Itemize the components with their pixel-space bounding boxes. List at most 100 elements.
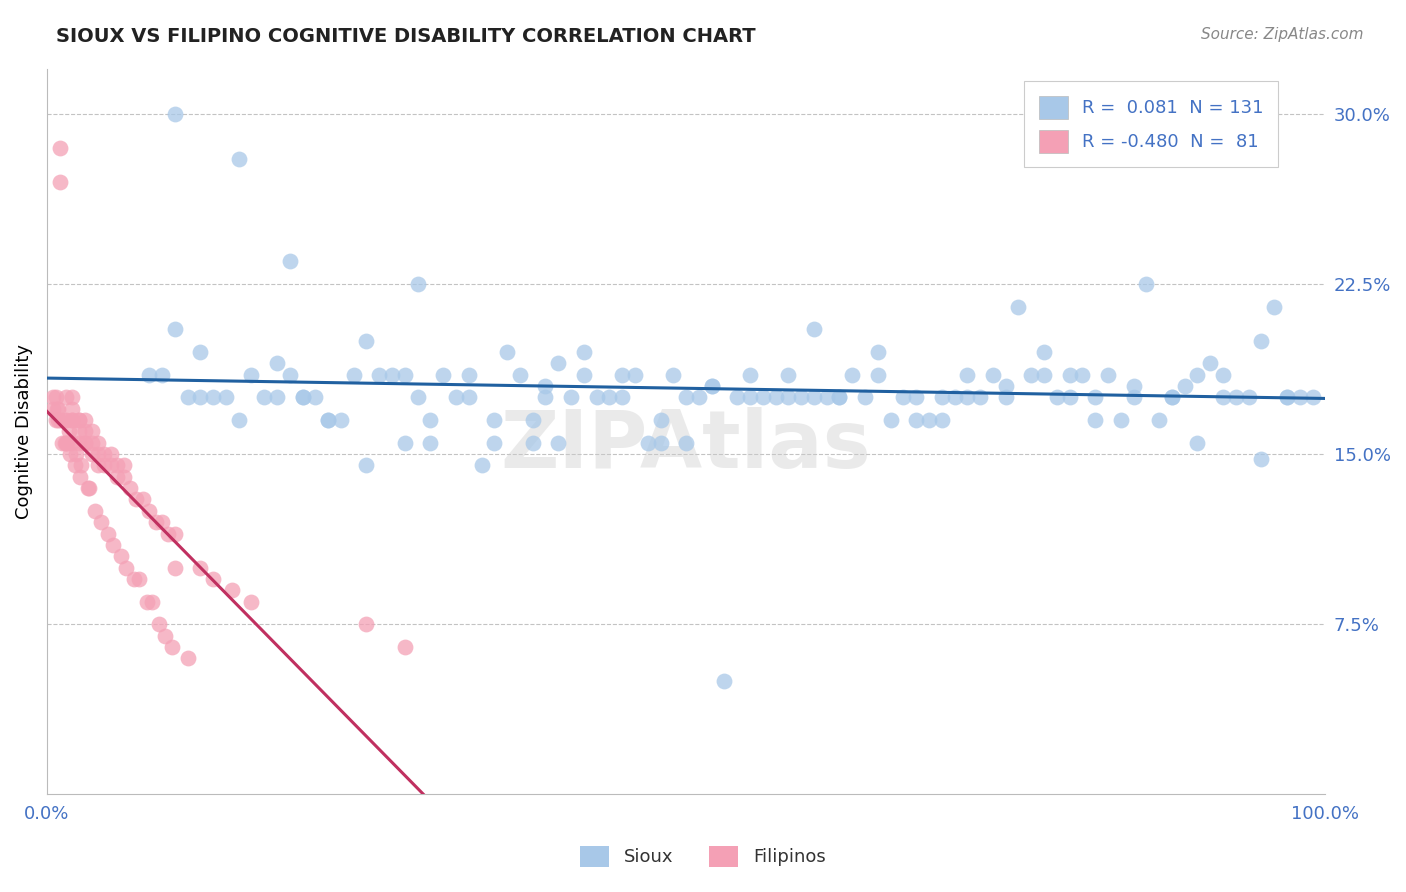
Point: [87, 447, 110, 461]
Point: [1046, 391, 1069, 405]
Point: [1147, 413, 1170, 427]
Text: ZIPAtlas: ZIPAtlas: [501, 407, 872, 485]
Legend: R =  0.081  N = 131, R = -0.480  N =  81: R = 0.081 N = 131, R = -0.480 N = 81: [1024, 81, 1278, 168]
Point: [1212, 368, 1234, 382]
Point: [76, 481, 98, 495]
Point: [291, 391, 314, 405]
Point: [943, 391, 966, 405]
Point: [432, 368, 454, 382]
Point: [470, 458, 492, 473]
Point: [291, 391, 314, 405]
Point: [1084, 413, 1107, 427]
Point: [60, 435, 83, 450]
Point: [67, 413, 90, 427]
Point: [1033, 368, 1056, 382]
Point: [48, 413, 70, 427]
Point: [752, 391, 775, 405]
Point: [956, 391, 979, 405]
Point: [356, 334, 378, 348]
Point: [253, 391, 276, 405]
Point: [522, 413, 544, 427]
Point: [534, 379, 557, 393]
Point: [202, 572, 225, 586]
Point: [80, 447, 103, 461]
Point: [419, 435, 441, 450]
Point: [100, 447, 122, 461]
Point: [1109, 413, 1132, 427]
Point: [42, 401, 65, 416]
Point: [138, 368, 160, 382]
Point: [1302, 391, 1324, 405]
Point: [509, 368, 531, 382]
Point: [534, 391, 557, 405]
Point: [188, 345, 211, 359]
Point: [956, 368, 979, 382]
Point: [62, 391, 84, 405]
Point: [1122, 391, 1144, 405]
Point: [1084, 391, 1107, 405]
Point: [157, 526, 180, 541]
Point: [105, 458, 128, 473]
Point: [585, 391, 607, 405]
Point: [969, 391, 991, 405]
Point: [1174, 379, 1197, 393]
Point: [406, 391, 429, 405]
Point: [828, 391, 851, 405]
Point: [700, 379, 723, 393]
Point: [931, 391, 953, 405]
Point: [778, 391, 800, 405]
Point: [176, 651, 198, 665]
Point: [1135, 277, 1157, 291]
Point: [62, 413, 84, 427]
Point: [329, 413, 352, 427]
Point: [650, 435, 672, 450]
Point: [905, 391, 928, 405]
Point: [356, 617, 378, 632]
Point: [148, 617, 170, 632]
Point: [65, 447, 87, 461]
Point: [42, 391, 65, 405]
Point: [202, 391, 225, 405]
Point: [48, 413, 70, 427]
Point: [52, 413, 75, 427]
Point: [48, 141, 70, 155]
Point: [1122, 379, 1144, 393]
Point: [790, 391, 813, 405]
Point: [1160, 391, 1182, 405]
Point: [994, 379, 1017, 393]
Point: [48, 401, 70, 416]
Point: [918, 413, 941, 427]
Point: [981, 368, 1004, 382]
Point: [612, 391, 634, 405]
Point: [53, 435, 76, 450]
Point: [75, 425, 97, 439]
Point: [612, 368, 634, 382]
Point: [725, 391, 748, 405]
Point: [93, 458, 115, 473]
Point: [394, 368, 416, 382]
Point: [58, 425, 80, 439]
Point: [45, 391, 67, 405]
Point: [150, 368, 173, 382]
Point: [228, 413, 250, 427]
Point: [67, 435, 90, 450]
Point: [160, 640, 183, 654]
Point: [1199, 356, 1222, 370]
Point: [51, 435, 73, 450]
Point: [103, 538, 125, 552]
Legend: Sioux, Filipinos: Sioux, Filipinos: [574, 838, 832, 874]
Point: [394, 435, 416, 450]
Point: [484, 413, 506, 427]
Point: [228, 153, 250, 167]
Point: [1250, 334, 1272, 348]
Point: [738, 391, 761, 405]
Point: [141, 594, 163, 608]
Point: [188, 560, 211, 574]
Point: [547, 435, 569, 450]
Point: [560, 391, 582, 405]
Point: [803, 322, 825, 336]
Point: [55, 413, 77, 427]
Point: [675, 391, 697, 405]
Point: [266, 391, 288, 405]
Point: [63, 458, 86, 473]
